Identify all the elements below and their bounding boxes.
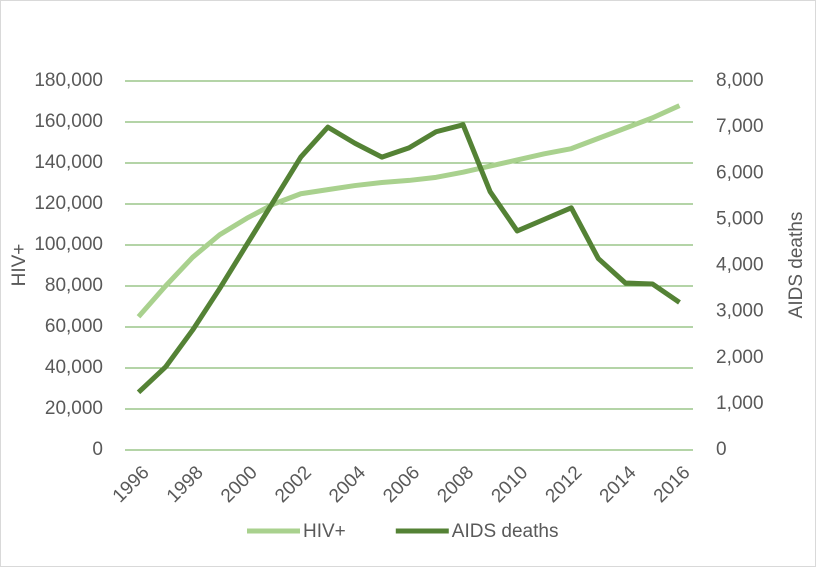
y2-tick-label: 1,000 [716,393,764,414]
y-tick-label: 140,000 [34,152,103,173]
y2-axis-title: AIDS deaths [786,212,807,319]
y2-tick-label: 6,000 [716,162,764,183]
y2-tick-label: 2,000 [716,347,764,368]
y-tick-label: 120,000 [34,193,103,214]
y-tick-label: 40,000 [45,357,103,378]
y2-tick-label: 8,000 [716,70,764,91]
y-tick-label: 100,000 [34,234,103,255]
y-tick-label: 180,000 [34,70,103,91]
line-series [136,122,681,395]
y2-tick-label: 5,000 [716,208,764,229]
y-tick-label: 60,000 [45,316,103,337]
y-tick-label: 160,000 [34,111,103,132]
legend-label: AIDS deaths [452,521,559,542]
y-tick-label: 0 [92,439,103,460]
line-series [136,103,681,319]
y2-tick-label: 3,000 [716,301,764,322]
y-axis-title: HIV+ [9,244,30,287]
legend-label: HIV+ [303,521,346,542]
y-tick-label: 20,000 [45,398,103,419]
y2-tick-label: 4,000 [716,255,764,276]
y-tick-label: 80,000 [45,275,103,296]
y2-tick-label: 0 [716,439,727,460]
y2-tick-label: 7,000 [716,116,764,137]
